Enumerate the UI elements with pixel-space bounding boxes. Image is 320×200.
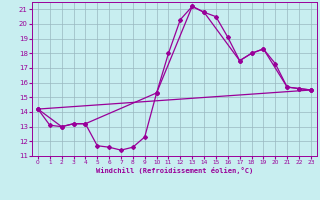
X-axis label: Windchill (Refroidissement éolien,°C): Windchill (Refroidissement éolien,°C): [96, 167, 253, 174]
